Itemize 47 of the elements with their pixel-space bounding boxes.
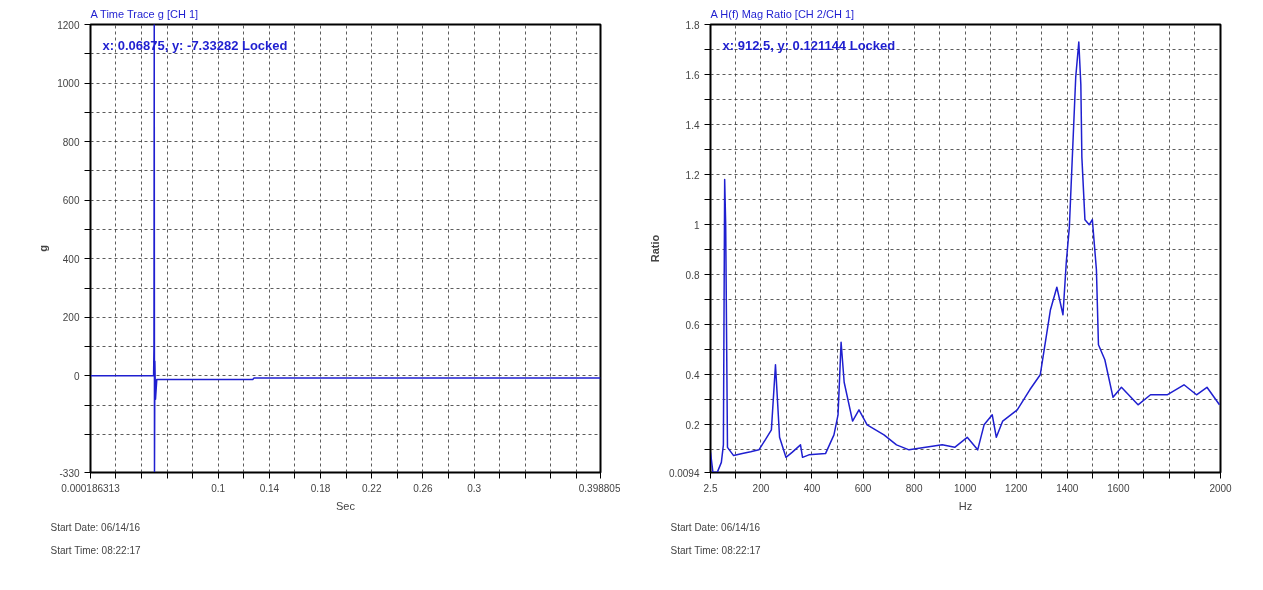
y-tick-label: 1 [693, 219, 700, 231]
x-tick-label: 1000 [954, 482, 977, 494]
text: Start Time: 08:22:17 [670, 544, 761, 556]
y-tick-label: 0.2 [685, 419, 700, 431]
text: Start Date: 06/14/16 [670, 521, 761, 533]
x-tick-label: 1600 [1107, 482, 1130, 494]
y-tick-label: 1000 [57, 78, 80, 90]
y-tick-label: 1200 [57, 19, 80, 31]
y-tick-label: 0.0094 [668, 467, 700, 479]
y-axis-title: Ratio [648, 234, 661, 263]
x-tick-label: 0.14 [259, 482, 280, 494]
x-tick-label: 0.000186313 [61, 482, 121, 494]
x-tick-label: 600 [854, 482, 872, 494]
y-tick-label: 200 [62, 312, 80, 324]
y-tick-label: -330 [59, 467, 80, 479]
x-tick-label: 0.26 [413, 482, 434, 494]
x-tick-label: 800 [905, 482, 923, 494]
x-tick-label: 200 [752, 482, 770, 494]
y-tick-label: 1.8 [685, 19, 700, 31]
y-tick-label: 1.2 [685, 169, 700, 181]
x-tick-label: 0.22 [362, 482, 382, 494]
x-tick-label: 0.398805 [578, 482, 621, 494]
y-tick-label: 0 [73, 370, 80, 382]
y-tick-label: 600 [62, 195, 80, 207]
x-tick-label: 2000 [1209, 482, 1233, 494]
y-tick-label: 1.4 [685, 119, 700, 131]
x-tick-label: 400 [803, 482, 821, 494]
x-tick-label: 1400 [1056, 482, 1079, 494]
y-axis-title: g [37, 245, 50, 252]
x-tick-label: 1200 [1005, 482, 1028, 494]
y-tick-label: 400 [62, 253, 80, 265]
x-axis-title: Hz [958, 499, 973, 512]
x-tick-label: 0.3 [467, 482, 482, 494]
x-tick-label: 0.1 [211, 482, 226, 494]
x-tick-label: 0.18 [310, 482, 331, 494]
chart-title: A Time Trace g [CH 1] [90, 7, 199, 20]
y-tick-label: 0.8 [685, 269, 700, 281]
text: Start Date: 06/14/16 [50, 521, 141, 533]
x-tick-label: 2.5 [703, 482, 718, 494]
chart-title: A H(f) Mag Ratio [CH 2/CH 1] [710, 7, 855, 20]
x-axis-title: Sec [336, 499, 356, 512]
y-tick-label: 0.6 [685, 319, 700, 331]
y-tick-label: 800 [62, 136, 80, 148]
y-tick-label: 0.4 [685, 369, 700, 381]
annotation: x: 912.5, y: 0.121144 Locked [722, 37, 896, 53]
text: Start Time: 08:22:17 [50, 544, 141, 556]
y-tick-label: 1.6 [685, 69, 700, 81]
